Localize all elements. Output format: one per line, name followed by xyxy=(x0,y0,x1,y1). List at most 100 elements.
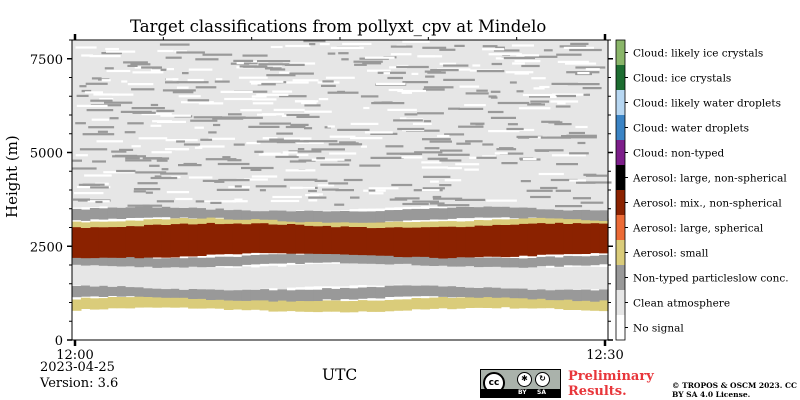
layer-cell xyxy=(295,289,305,301)
noise-streak xyxy=(251,175,278,178)
layer-cell xyxy=(250,255,261,265)
noise-streak xyxy=(156,109,175,112)
y-tick-label: 5000 xyxy=(30,147,63,162)
noise-streak xyxy=(496,148,517,151)
noise-streak xyxy=(506,127,524,131)
noise-streak xyxy=(187,99,210,102)
layer-cell xyxy=(206,257,216,267)
noise-streak xyxy=(432,197,463,200)
layer-cell xyxy=(268,254,278,264)
noise-streak xyxy=(552,93,586,96)
layer-cell xyxy=(402,209,412,221)
noise-streak xyxy=(425,75,435,78)
noise-streak xyxy=(178,95,201,98)
layer-cell xyxy=(277,300,287,312)
layer-cell xyxy=(545,40,555,210)
version-label: Version: 3.6 xyxy=(40,376,119,391)
layer-cell xyxy=(465,265,475,288)
layer-cell xyxy=(98,208,109,220)
layer-cell xyxy=(179,296,189,308)
noise-streak xyxy=(123,61,148,64)
noise-streak xyxy=(583,93,590,96)
layer-cell xyxy=(420,298,430,310)
noise-streak xyxy=(432,195,442,199)
layer-cell xyxy=(590,299,600,311)
noise-streak xyxy=(490,116,516,119)
noise-streak xyxy=(402,202,429,206)
layer-cell xyxy=(268,208,278,220)
layer-cell xyxy=(402,222,412,228)
noise-streak xyxy=(469,156,484,159)
noise-streak xyxy=(585,174,608,177)
noise-streak xyxy=(505,71,534,74)
noise-streak xyxy=(298,159,316,162)
layer-cell xyxy=(259,289,270,301)
layer-cell xyxy=(393,210,404,222)
colorbar-label: Cloud: likely ice crystals xyxy=(633,48,763,60)
layer-cell xyxy=(98,221,109,228)
noise-streak xyxy=(304,104,321,107)
colorbar-label: Aerosol: mix., non-spherical xyxy=(632,198,782,210)
layer-cell xyxy=(170,218,180,225)
layer-cell xyxy=(500,219,511,225)
layer-cell xyxy=(259,208,270,220)
layer-cell xyxy=(170,286,180,298)
layer-cell xyxy=(241,298,252,311)
noise-streak xyxy=(328,143,363,146)
layer-cell xyxy=(295,219,305,254)
layer-cell xyxy=(581,40,591,210)
noise-streak xyxy=(270,68,286,71)
layer-cell xyxy=(572,266,582,290)
noise-streak xyxy=(279,71,291,74)
noise-streak xyxy=(539,85,550,89)
noise-streak xyxy=(290,186,315,189)
layer-cell xyxy=(286,290,296,302)
noise-streak xyxy=(254,150,264,153)
layer-cell xyxy=(411,223,421,257)
layer-cell xyxy=(438,221,448,227)
layer-cell xyxy=(89,255,100,266)
layer-cell xyxy=(357,221,368,227)
layer-cell xyxy=(188,222,198,257)
layer-cell xyxy=(268,265,278,289)
noise-streak xyxy=(165,56,182,59)
noise-streak xyxy=(516,54,540,57)
colorbar-label: No signal xyxy=(633,323,684,335)
layer-cell xyxy=(366,254,377,264)
layer-cell xyxy=(161,286,171,298)
layer-cell xyxy=(366,221,377,256)
noise-streak xyxy=(443,78,475,81)
noise-streak xyxy=(439,48,456,51)
noise-streak xyxy=(95,200,103,204)
layer-cell xyxy=(554,267,564,290)
layer-cell xyxy=(125,206,136,218)
layer-cell xyxy=(509,207,520,219)
layer-cell xyxy=(170,266,180,289)
noise-streak xyxy=(476,156,497,159)
layer-cell xyxy=(581,220,591,254)
colorbar-frame xyxy=(615,39,626,341)
layer-cell xyxy=(72,221,82,228)
layer-cell xyxy=(268,40,278,211)
layer-cell xyxy=(402,262,412,286)
noise-streak xyxy=(160,172,188,175)
layer-cell xyxy=(304,253,314,263)
layer-cell xyxy=(250,217,261,224)
layer-cell xyxy=(98,298,109,310)
cc-license-badge[interactable]: cc ✱ ↻ BY SA xyxy=(480,369,561,398)
layer-cell xyxy=(438,264,448,287)
noise-streak xyxy=(264,66,273,69)
layer-cell xyxy=(152,223,162,258)
noise-streak xyxy=(193,116,223,119)
noise-streak xyxy=(370,132,398,135)
noise-streak xyxy=(106,69,131,73)
noise-streak xyxy=(530,195,551,199)
noise-streak xyxy=(248,125,280,128)
noise-streak xyxy=(124,131,136,134)
noise-streak xyxy=(275,155,299,158)
noise-streak xyxy=(81,54,93,57)
layer-cell xyxy=(590,209,600,221)
noise-streak xyxy=(572,197,591,200)
noise-streak xyxy=(112,155,146,158)
layer-cell xyxy=(241,289,252,301)
